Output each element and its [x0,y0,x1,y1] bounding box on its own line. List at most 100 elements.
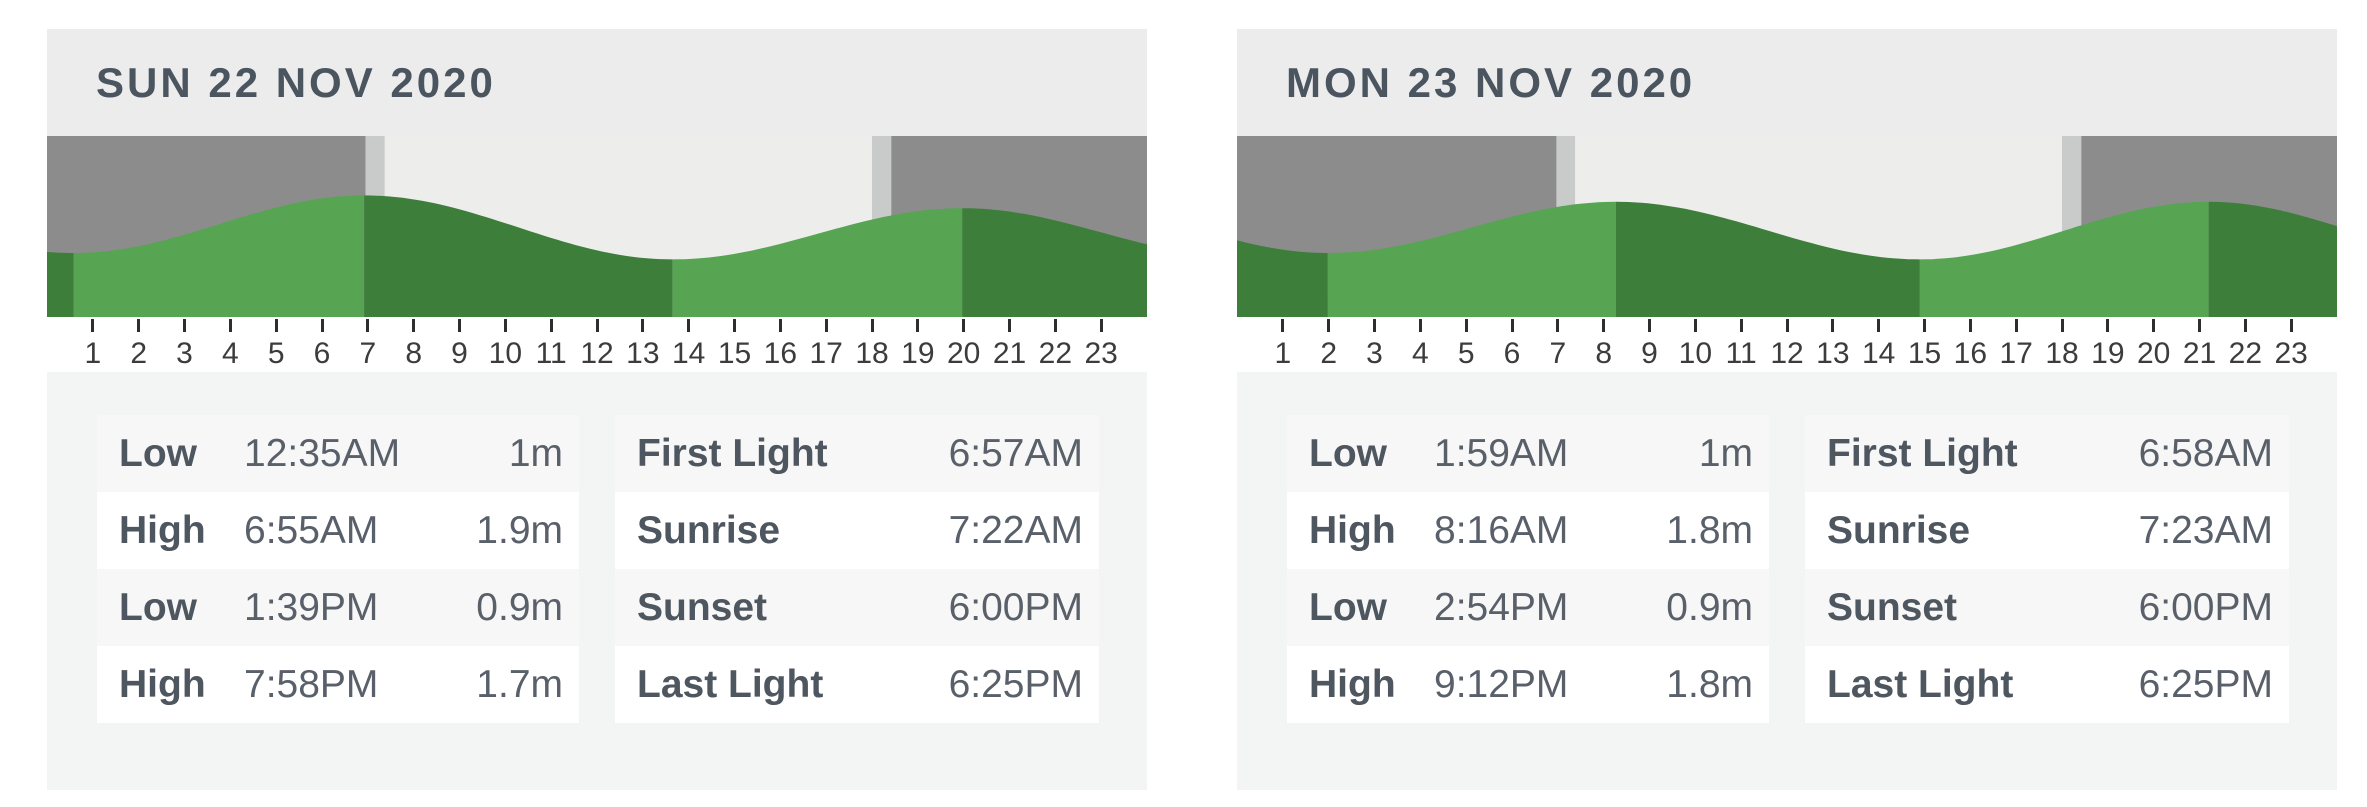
tide-day-card: MON 23 NOV 2020 1 2 3 4 5 6 7 8 9 10 11 12 13 14 15 16 1… [1237,29,2337,790]
sun-event-time: 7:23AM [2138,508,2273,552]
hour-tick [412,319,416,332]
hour-tick [1739,319,1743,332]
hour-tick-label: 7 [359,337,377,370]
hour-tick [962,319,966,332]
hour-tick [778,319,782,332]
hour-tick-label: 19 [901,337,935,370]
hour-tick [641,319,645,332]
hour-tick [2014,319,2018,332]
hour-tick [733,319,736,332]
hour-tick-label: 22 [1038,337,1073,370]
sun-event-time: 6:25PM [948,662,1083,706]
hour-tick-label: 15 [717,337,752,370]
tide-type-label: Low [1309,431,1387,475]
sun-event-time: 7:22AM [948,508,1083,552]
hour-tick-label: 15 [1907,337,1942,370]
sun-event-time: 6:00PM [2138,585,2273,629]
sun-event-time: 6:57AM [948,431,1083,475]
tide-type-label: Low [1309,585,1387,629]
hour-tick-label: 14 [671,337,706,370]
hour-tick [1923,319,1926,332]
hour-tick-label: 10 [488,337,523,370]
tide-row: High 6:55AM 1.9m [97,492,579,569]
sun-event-label: Sunset [637,585,768,629]
falling-tide-area [47,252,74,317]
hour-tick-label: 20 [946,337,981,370]
card-header: MON 23 NOV 2020 [1237,29,2337,136]
hour-tick [1831,319,1835,332]
hour-tick [366,319,370,332]
tide-height: 1m [1698,431,1753,475]
hour-tick [137,319,141,332]
tide-row: Low 1:39PM 0.9m [97,569,579,646]
rising-tide-area [73,195,365,317]
hour-tick-label: 14 [1861,337,1896,370]
sun-row: Sunrise 7:23AM [1805,492,2289,569]
tide-time: 1:59AM [1434,431,1569,475]
rising-tide-area [672,208,963,317]
detail-tables: Low 1:59AM 1m High 8:16AM 1.8m Low 2:54P… [1237,372,2337,790]
tide-row: Low 2:54PM 0.9m [1287,569,1769,646]
tide-height: 1.7m [476,662,563,706]
sun-row: Sunset 6:00PM [615,569,1099,646]
hour-tick [2106,319,2110,332]
sun-event-label: Last Light [637,662,824,706]
hour-tick-label: 16 [1953,337,1988,370]
hour-tick [228,319,232,332]
tide-type-label: Low [119,431,197,475]
tide-height: 1.8m [1666,662,1753,706]
hour-tick-label: 23 [2274,337,2308,370]
hour-tick [1008,319,1011,332]
tide-row: Low 12:35AM 1m [97,415,579,492]
hour-tick-label: 16 [763,337,798,370]
hour-tick [595,319,599,332]
sun-event-time: 6:58AM [2138,431,2273,475]
sun-event-label: Sunrise [637,508,781,552]
tide-height: 1m [508,431,563,475]
sun-row: Last Light 6:25PM [615,646,1099,723]
hour-tick-label: 17 [1999,337,2033,370]
sun-event-label: First Light [637,431,828,475]
tide-time: 6:55AM [244,508,379,552]
hour-tick-label: 20 [2136,337,2171,370]
hour-tick [1968,319,1972,332]
falling-tide-area [2208,201,2337,317]
hour-tick-label: 2 [130,337,147,370]
tide-type-label: Low [119,585,197,629]
hour-tick [2152,319,2156,332]
hour-tick-label: 1 [84,337,102,370]
hour-tick [91,319,95,332]
hour-axis: 1 2 3 4 5 6 7 8 9 10 11 12 13 14 15 16 17 18 19 20 21 22 23 [47,317,1147,372]
tide-time: 9:12PM [1434,662,1569,706]
sun-row: First Light 6:57AM [615,415,1099,492]
hour-tick-label: 4 [221,337,239,370]
hour-tick-label: 19 [2091,337,2125,370]
tide-row: Low 1:59AM 1m [1287,415,1769,492]
sun-row: First Light 6:58AM [1805,415,2289,492]
tide-type-label: High [1309,508,1396,552]
hour-tick [1648,319,1651,332]
hour-tick [320,319,324,332]
detail-tables: Low 12:35AM 1m High 6:55AM 1.9m Low 1:39… [47,372,1147,790]
hour-axis: 1 2 3 4 5 6 7 8 9 10 11 12 13 14 15 16 17 18 19 20 21 22 23 [1237,317,2337,372]
hour-tick-label: 6 [313,337,331,370]
falling-tide-area [962,208,1147,317]
hour-tick [458,319,461,332]
tide-row: High 8:16AM 1.8m [1287,492,1769,569]
hour-tick [1053,319,1057,332]
rising-tide-area [1327,201,1616,317]
sun-event-label: Last Light [1827,662,2014,706]
sun-event-time: 6:00PM [948,585,1083,629]
tide-chart [47,136,1147,317]
hour-tick [1693,319,1697,332]
hour-tick [183,319,186,332]
sun-event-label: First Light [1827,431,2018,475]
hour-tick-label: 9 [1641,337,1658,370]
tide-chart [1237,136,2337,317]
hour-tick [1877,319,1881,332]
sun-row: Last Light 6:25PM [1805,646,2289,723]
tide-time: 1:39PM [244,585,379,629]
hour-tick-label: 18 [855,337,889,370]
hour-tick [1464,319,1468,332]
